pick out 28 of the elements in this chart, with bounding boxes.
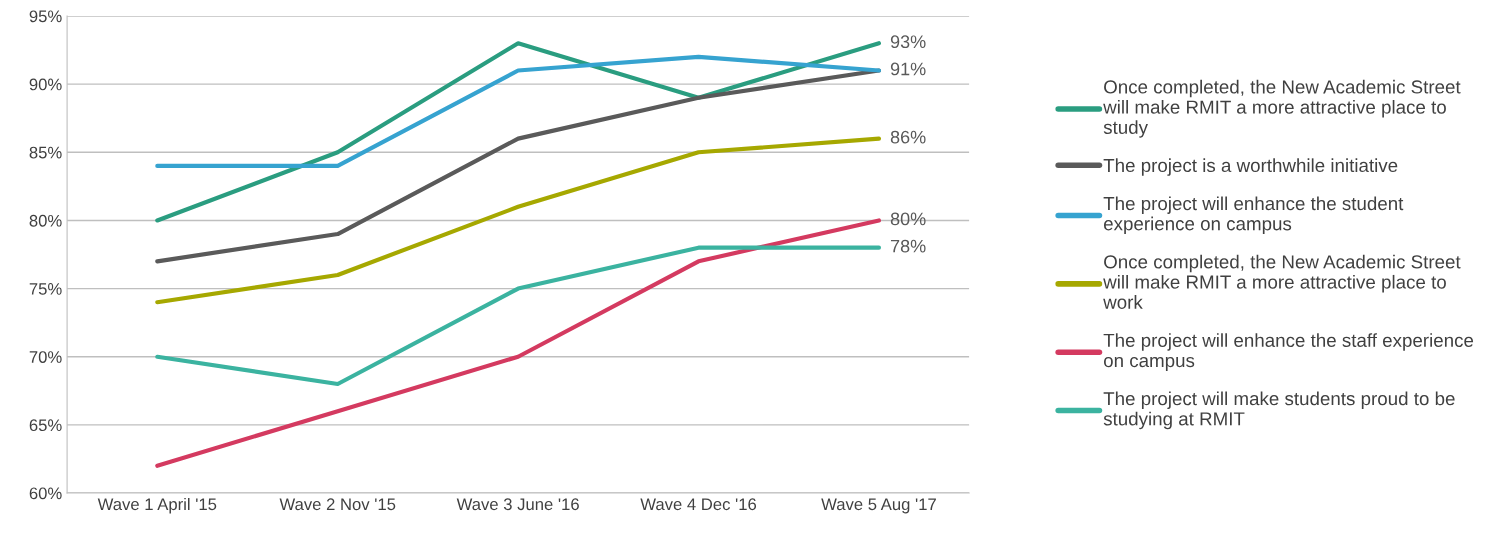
annotation: 80% <box>890 212 926 226</box>
annotation: 91% <box>890 62 926 76</box>
legend-label: The project will make students proud to be studying at RMIT <box>1103 391 1455 430</box>
line-series <box>155 245 882 387</box>
annotation: 86% <box>890 130 926 144</box>
y-tick-label: 95% <box>29 10 62 23</box>
x-tick-label: Wave 5 Aug '17 <box>821 498 936 514</box>
legend-label: Once completed, the New Academic Street will make RMIT a more attractive place to study <box>1103 79 1461 138</box>
x-tick-label: Wave 2 Nov '15 <box>279 498 396 511</box>
y-tick-label: 90% <box>29 78 62 91</box>
y-tick-label: 70% <box>29 351 62 363</box>
x-tick-label: Wave 4 Dec '16 <box>640 498 757 511</box>
legend-label: The project will enhance the student experience on campus <box>1103 196 1404 235</box>
y-tick-label: 65% <box>29 419 62 432</box>
y-tick-label: 80% <box>29 214 62 227</box>
line-series <box>155 218 882 468</box>
y-tick-label: 75% <box>29 283 62 295</box>
x-tick-label: Wave 1 April '15 <box>97 497 217 514</box>
line-series <box>155 136 882 305</box>
y-tick-label: 85% <box>29 146 62 159</box>
x-tick-label: Wave 3 June '16 <box>456 498 579 511</box>
legend-label: The project will enhance the staff experience on campus <box>1103 333 1474 371</box>
y-tick-label: 60% <box>29 487 62 500</box>
line-series <box>155 41 882 223</box>
legend-label: Once completed, the New Academic Street will make RMIT a more attractive place to work <box>1103 254 1461 309</box>
annotation: 78% <box>890 239 926 253</box>
annotation: 93% <box>890 35 926 49</box>
legend-label: The project is a worthwhile initiative <box>1103 158 1398 176</box>
